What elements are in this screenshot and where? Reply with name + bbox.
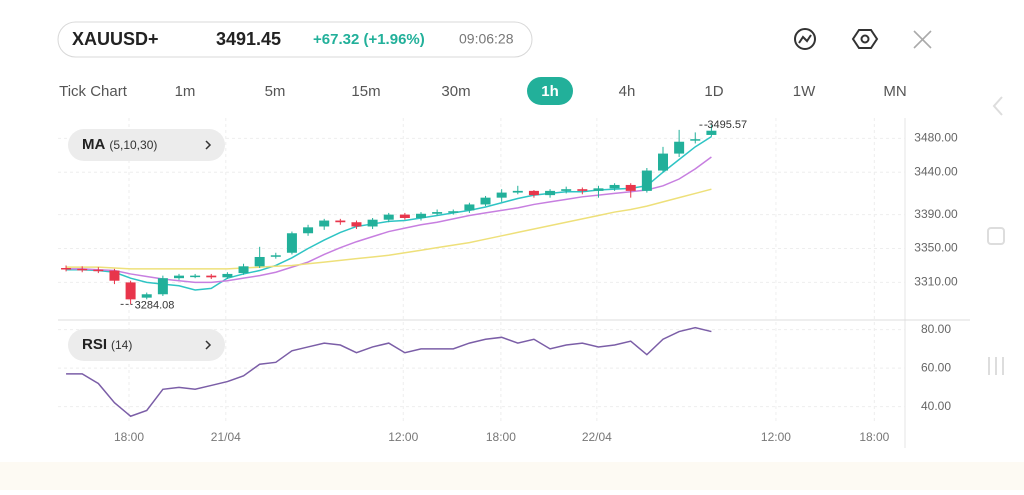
y-tick-label: 3310.00 [914,275,958,289]
candle-body [109,270,120,281]
x-tick-label: 18:00 [486,430,516,444]
indicator-arrow [205,140,212,150]
candle-body [432,212,443,214]
x-tick-label: 12:00 [761,430,791,444]
candle-body [319,220,330,227]
timeframe[interactable]: 1h [541,83,559,100]
symbol-pill[interactable] [57,21,533,58]
side-icons [987,96,1005,375]
candle-body [674,141,685,154]
candle-body [303,227,314,234]
candle-body [658,153,668,171]
indicator-name: RSI [82,336,107,353]
candle-body [351,222,362,227]
indicator-params: (14) [111,338,132,352]
candle-body [528,190,539,196]
timeframe[interactable]: 1m [175,83,196,100]
timeframes: Tick Chart 1m 5m 15m 30m 1h 4h 1D 1W MN [59,77,907,105]
x-tick-label: 21/04 [211,430,241,444]
candle-body [577,189,588,191]
candle-body [625,184,636,191]
price: 3491.45 [216,29,281,49]
candle-body [416,213,426,218]
candle-body [561,189,572,191]
indicator-name: MA [82,136,105,153]
footer-strip [0,462,1024,490]
indicator-params: (5,10,30) [109,138,157,152]
side-square[interactable] [987,227,1005,245]
x-tick-label: 12:00 [388,430,418,444]
candle-body [254,256,265,267]
change: +67.32 (+1.96%) [313,31,425,48]
candle-body [399,214,410,218]
candle-body [480,197,491,205]
timeframe[interactable]: 30m [441,83,470,100]
low-label: 3284.08 [135,299,175,311]
candle-body [61,268,72,270]
candle-body [448,211,459,213]
timeframe[interactable]: MN [883,83,906,100]
y-tick-label: 80.00 [921,322,951,336]
candle-body [496,192,507,198]
active-timeframe-bg [527,77,573,105]
timeframe[interactable]: 15m [351,83,380,100]
timeframe[interactable]: 1D [704,83,723,100]
timeframe[interactable]: 5m [265,83,286,100]
candle-body [222,273,233,278]
close-icon[interactable] [913,30,932,49]
candle-body [174,275,184,279]
candle-body [690,139,701,141]
candle-body [141,294,152,298]
candle-body [545,190,556,196]
y-tick-label: 3440.00 [914,164,958,178]
candle-body [593,188,604,191]
ma-line [66,188,712,270]
candle-body [157,278,168,295]
candle-body [706,130,717,135]
candle-body [464,204,475,211]
y-tick-label: 60.00 [921,360,951,374]
x-tick-label: 22/04 [582,430,612,444]
y-tick-label: 3390.00 [914,207,958,221]
x-tick-label: 18:00 [859,430,889,444]
y-tick-label: 3350.00 [914,241,958,255]
candle-body [125,282,136,300]
side-arrow[interactable] [992,96,1003,116]
candle-body [383,214,394,220]
indicator-arrow [205,340,212,350]
candle-body [190,275,201,278]
high-label: 3495.57 [707,119,747,131]
candle-body [270,255,281,257]
y-tick-label: 3480.00 [914,131,958,145]
settings-icon[interactable] [851,29,879,49]
candle-body [286,233,297,253]
symbol: XAUUSD+ [72,29,159,49]
indicator-icon[interactable] [794,28,816,50]
indicator-pill[interactable] [68,129,225,161]
candle-body [238,266,249,274]
chart: 18:00 21/04 12:00 18:00 22/04 12:00 18:00 3310.… [58,118,970,448]
y-tick-label: 40.00 [921,399,951,413]
timeframe[interactable]: Tick Chart [59,83,128,100]
timeframe[interactable]: 1W [793,83,816,100]
indicator-pill[interactable] [68,329,225,361]
rsi-line [66,326,712,418]
candle-body [335,220,346,223]
candle-body [609,184,620,189]
candle-body [641,170,652,191]
timeframe[interactable]: 4h [619,83,636,100]
ma-line [66,156,712,284]
candle-body [512,190,523,193]
candle-body [77,268,88,271]
candle-body [206,275,217,278]
candle-body [93,269,104,272]
time: 09:06:28 [459,31,514,47]
candle-body [367,219,378,227]
x-tick-label: 18:00 [114,430,144,444]
